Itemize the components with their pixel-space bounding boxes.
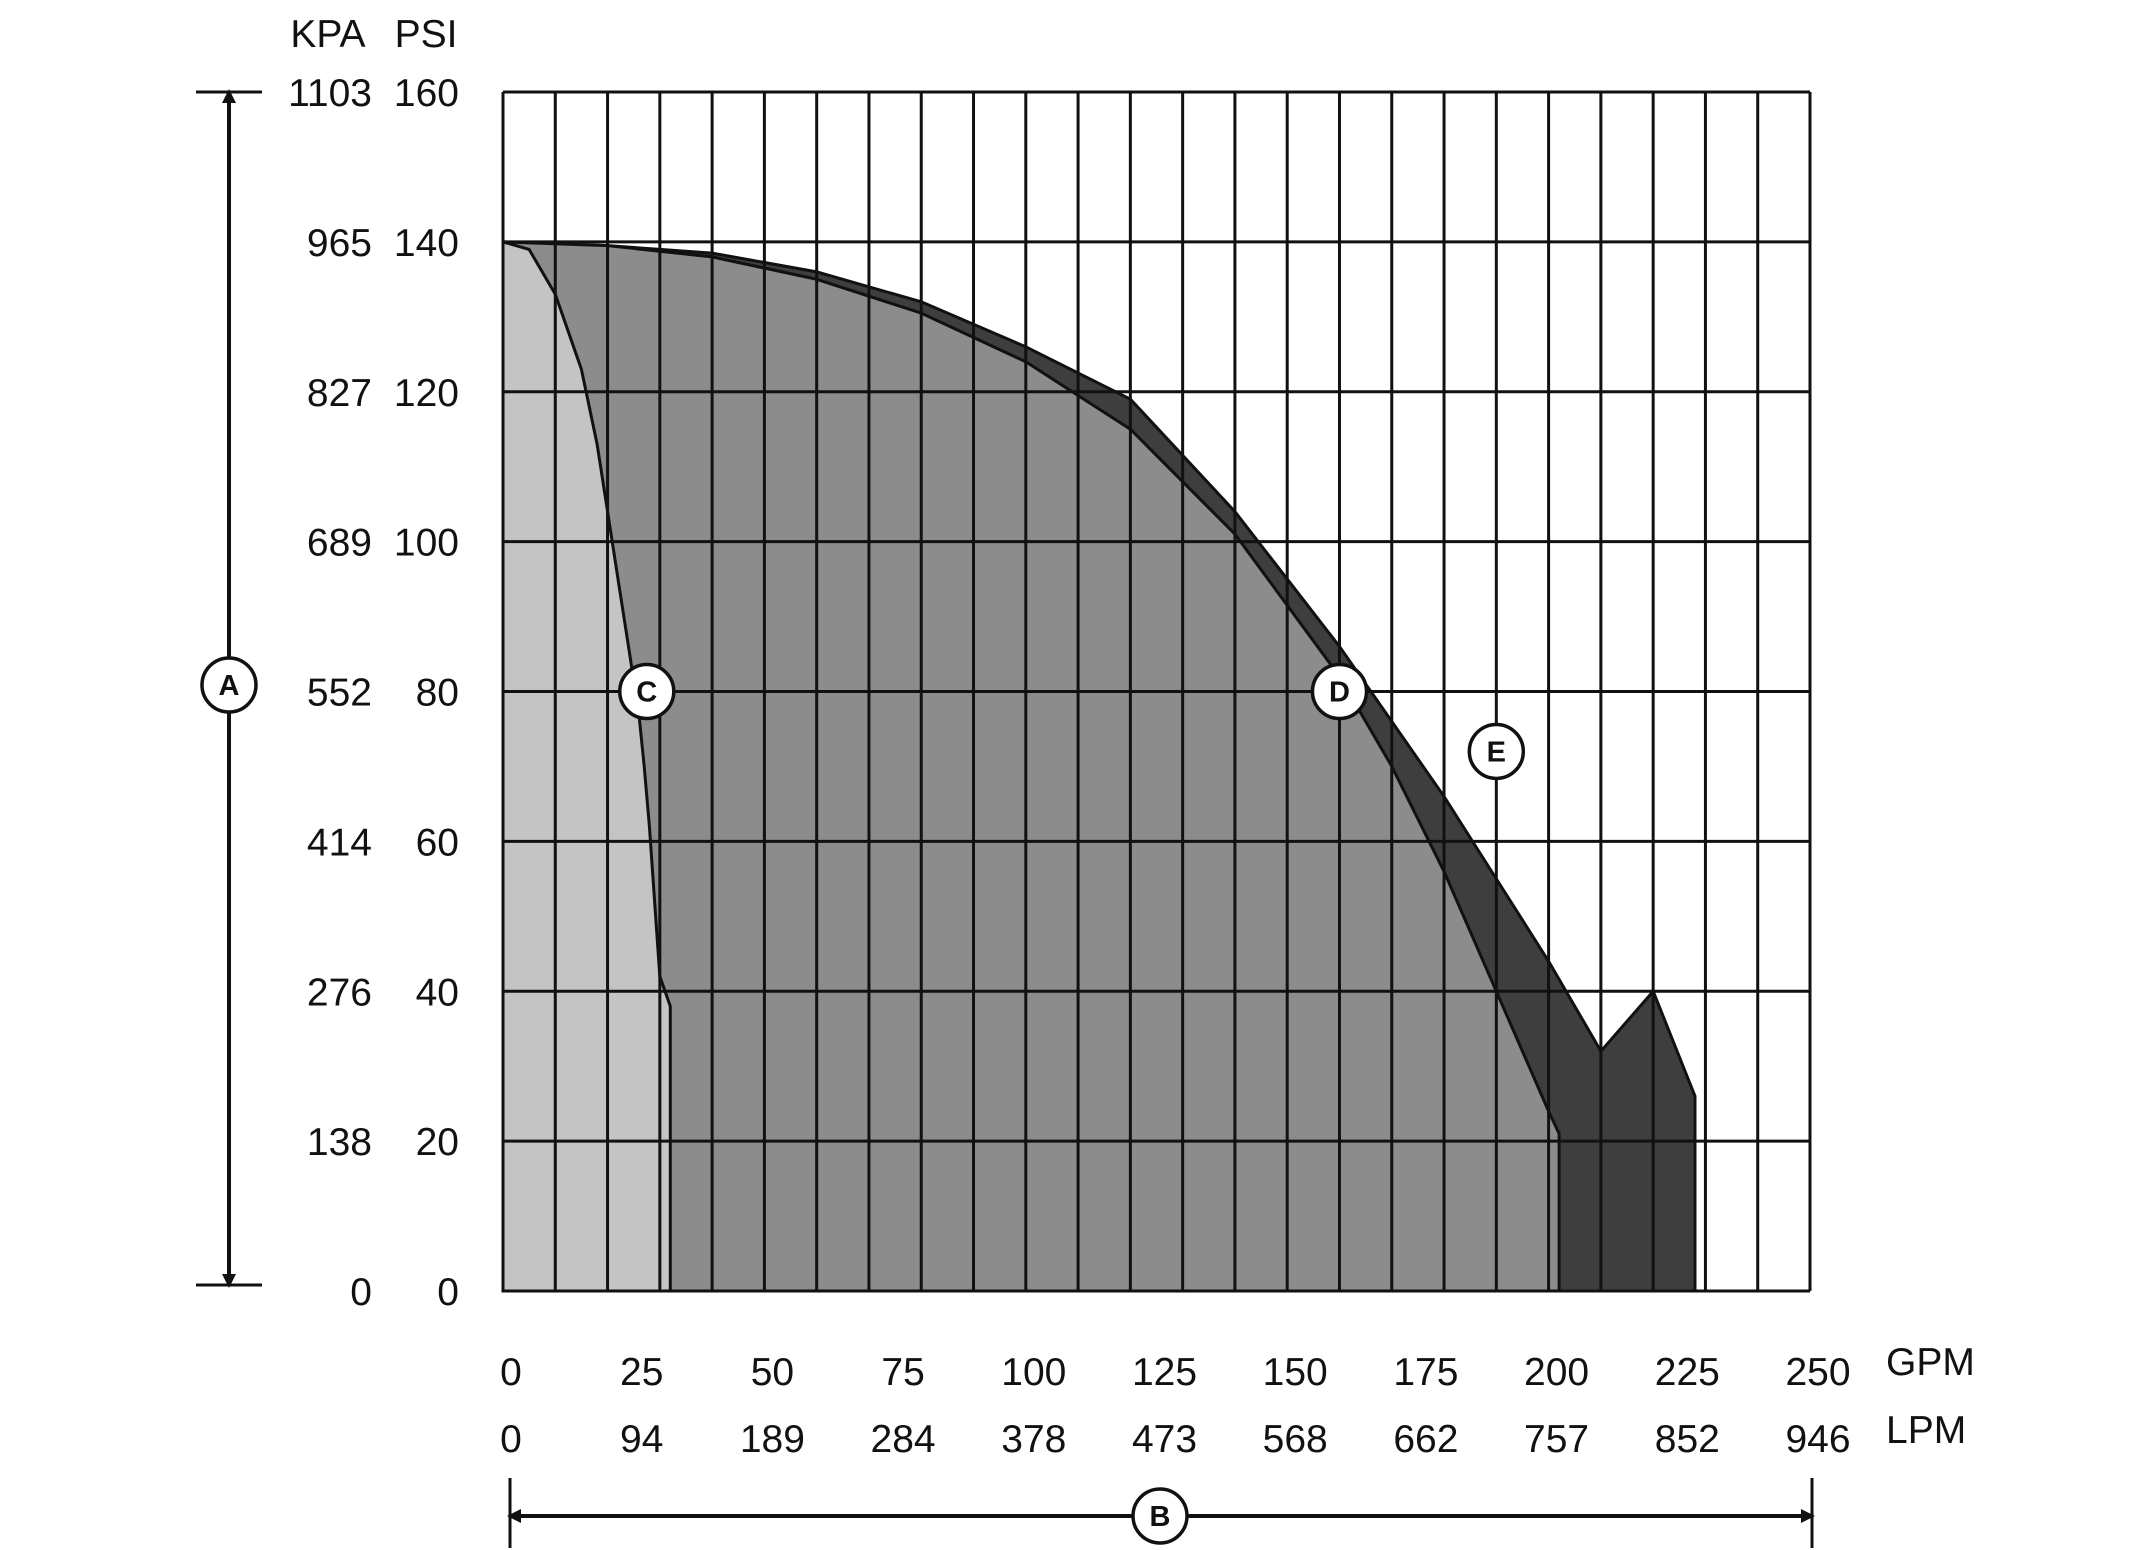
marker-a: A	[200, 656, 258, 714]
psi-tick-label: 80	[416, 672, 459, 715]
marker-a-label: A	[219, 670, 240, 702]
lpm-tick-label: 284	[871, 1418, 936, 1461]
psi-tick-label: 120	[394, 372, 459, 415]
curve-markers: C D E	[618, 662, 1526, 781]
marker-b-label: B	[1150, 1501, 1171, 1533]
gpm-tick-label: 150	[1263, 1351, 1328, 1394]
marker-e-label: E	[1487, 736, 1506, 768]
gpm-tick-label: 225	[1655, 1351, 1720, 1394]
kpa-tick-label: 1103	[288, 72, 372, 115]
psi-tick-label: 40	[416, 971, 459, 1014]
marker-e: E	[1467, 722, 1526, 781]
kpa-tick-label: 0	[350, 1271, 372, 1314]
marker-b: B	[1131, 1487, 1189, 1545]
kpa-tick-label: 689	[307, 522, 372, 565]
kpa-unit-label: KPA	[290, 13, 365, 56]
psi-tick-label: 60	[416, 821, 459, 864]
marker-c: C	[618, 662, 676, 721]
gpm-tick-label: 0	[500, 1351, 522, 1394]
psi-tick-label: 160	[394, 72, 459, 115]
lpm-tick-label: 378	[1001, 1418, 1066, 1461]
lpm-tick-label: 0	[500, 1418, 522, 1461]
psi-tick-label: 140	[394, 222, 459, 265]
gpm-tick-label: 50	[751, 1351, 794, 1394]
psi-tick-label: 20	[416, 1121, 459, 1164]
kpa-tick-label: 827	[307, 372, 372, 415]
lpm-tick-label: 189	[740, 1418, 805, 1461]
kpa-tick-label: 552	[307, 672, 372, 715]
gpm-tick-label: 25	[620, 1351, 663, 1394]
kpa-tick-label: 414	[307, 821, 372, 864]
lpm-tick-label: 852	[1655, 1418, 1720, 1461]
gpm-tick-label: 125	[1132, 1351, 1197, 1394]
lpm-tick-label: 568	[1263, 1418, 1328, 1461]
gpm-tick-label: 100	[1001, 1351, 1066, 1394]
kpa-tick-label: 138	[307, 1121, 372, 1164]
kpa-tick-label: 965	[307, 222, 372, 265]
lpm-tick-label: 662	[1393, 1418, 1458, 1461]
tick-labels: 0020138402766041480552100689120827140965…	[288, 72, 1850, 1461]
lpm-tick-label: 94	[620, 1418, 663, 1461]
gpm-tick-label: 250	[1785, 1351, 1850, 1394]
lpm-tick-label: 757	[1524, 1418, 1589, 1461]
gpm-unit-label: GPM	[1886, 1341, 1975, 1384]
psi-tick-label: 0	[437, 1271, 459, 1314]
marker-d-label: D	[1329, 677, 1350, 709]
lpm-unit-label: LPM	[1886, 1409, 1966, 1452]
gpm-tick-label: 175	[1393, 1351, 1458, 1394]
psi-unit-label: PSI	[395, 13, 458, 56]
chart-grid	[501, 90, 1812, 1293]
gpm-tick-label: 75	[881, 1351, 924, 1394]
gpm-tick-label: 200	[1524, 1351, 1589, 1394]
marker-d: D	[1310, 662, 1369, 721]
lpm-tick-label: 946	[1785, 1418, 1850, 1461]
psi-tick-label: 100	[394, 522, 459, 565]
kpa-tick-label: 276	[307, 971, 372, 1014]
curve-areas	[501, 239, 1697, 1293]
marker-c-label: C	[636, 677, 657, 709]
lpm-tick-label: 473	[1132, 1418, 1197, 1461]
